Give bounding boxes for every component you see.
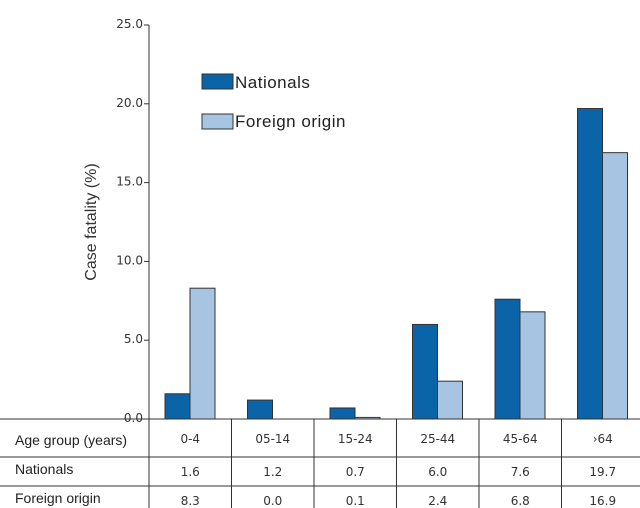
y-axis: 0.0 5.0 10.0 15.0 20.0 25.0 <box>116 17 150 425</box>
table-header-label: Age group (years) <box>15 432 127 448</box>
table-row-label-nationals: Nationals <box>15 461 73 477</box>
y-tick-label: 20.0 <box>116 96 143 110</box>
legend-swatch-nationals <box>201 73 234 90</box>
y-tick-label: 15.0 <box>116 175 143 189</box>
table-value-nationals-64: 19.7 <box>589 465 616 479</box>
bar-nationals-25-44 <box>412 323 438 420</box>
bar-foreign-origin-64 <box>602 152 628 420</box>
y-tick-label: 25.0 <box>116 17 143 31</box>
table-category-0-4: 0-4 <box>180 432 200 446</box>
bar-nationals-64 <box>577 108 603 420</box>
table-value-foreign-origin-0-4: 8.3 <box>181 494 200 508</box>
bar-nationals-05-14 <box>247 399 273 420</box>
y-tick-label: 5.0 <box>124 332 143 346</box>
bar-foreign-origin-0-4 <box>189 287 216 420</box>
bar-nationals-45-64 <box>494 298 521 420</box>
table-value-nationals-15-24: 0.7 <box>346 465 365 479</box>
legend-label-foreign-origin: Foreign origin <box>235 112 346 131</box>
table-value-foreign-origin-15-24: 0.1 <box>346 494 365 508</box>
legend-label-nationals: Nationals <box>235 73 310 92</box>
table-category-25-44: 25-44 <box>420 432 455 446</box>
y-axis-title: Case fatality (%) <box>83 163 100 280</box>
table-category-64: ›64 <box>593 432 613 446</box>
table-value-nationals-45-64: 7.6 <box>511 465 530 479</box>
table-category-45-64: 45-64 <box>503 432 538 446</box>
bars <box>164 108 628 420</box>
bar-foreign-origin-45-64 <box>519 311 546 420</box>
bar-foreign-origin-25-44 <box>437 380 463 420</box>
table-category-15-24: 15-24 <box>338 432 373 446</box>
table-value-nationals-25-44: 6.0 <box>428 465 447 479</box>
data-table: Age group (years) Nationals Foreign orig… <box>0 418 640 508</box>
bar-nationals-0-4 <box>164 393 191 420</box>
legend-swatch-foreign-origin <box>201 113 234 130</box>
table-value-foreign-origin-25-44: 2.4 <box>428 494 447 508</box>
y-tick-label: 0.0 <box>124 411 143 425</box>
legend: Nationals Foreign origin <box>201 73 346 131</box>
table-category-05-14: 05-14 <box>255 432 290 446</box>
table-value-foreign-origin-64: 16.9 <box>589 494 616 508</box>
table-value-nationals-0-4: 1.6 <box>181 465 200 479</box>
table-value-nationals-05-14: 1.2 <box>263 465 282 479</box>
table-value-foreign-origin-45-64: 6.8 <box>511 494 530 508</box>
table-row-label-foreign-origin: Foreign origin <box>15 490 101 506</box>
y-tick-label: 10.0 <box>116 253 143 267</box>
bar-nationals-15-24 <box>329 407 356 420</box>
table-value-foreign-origin-05-14: 0.0 <box>263 494 282 508</box>
